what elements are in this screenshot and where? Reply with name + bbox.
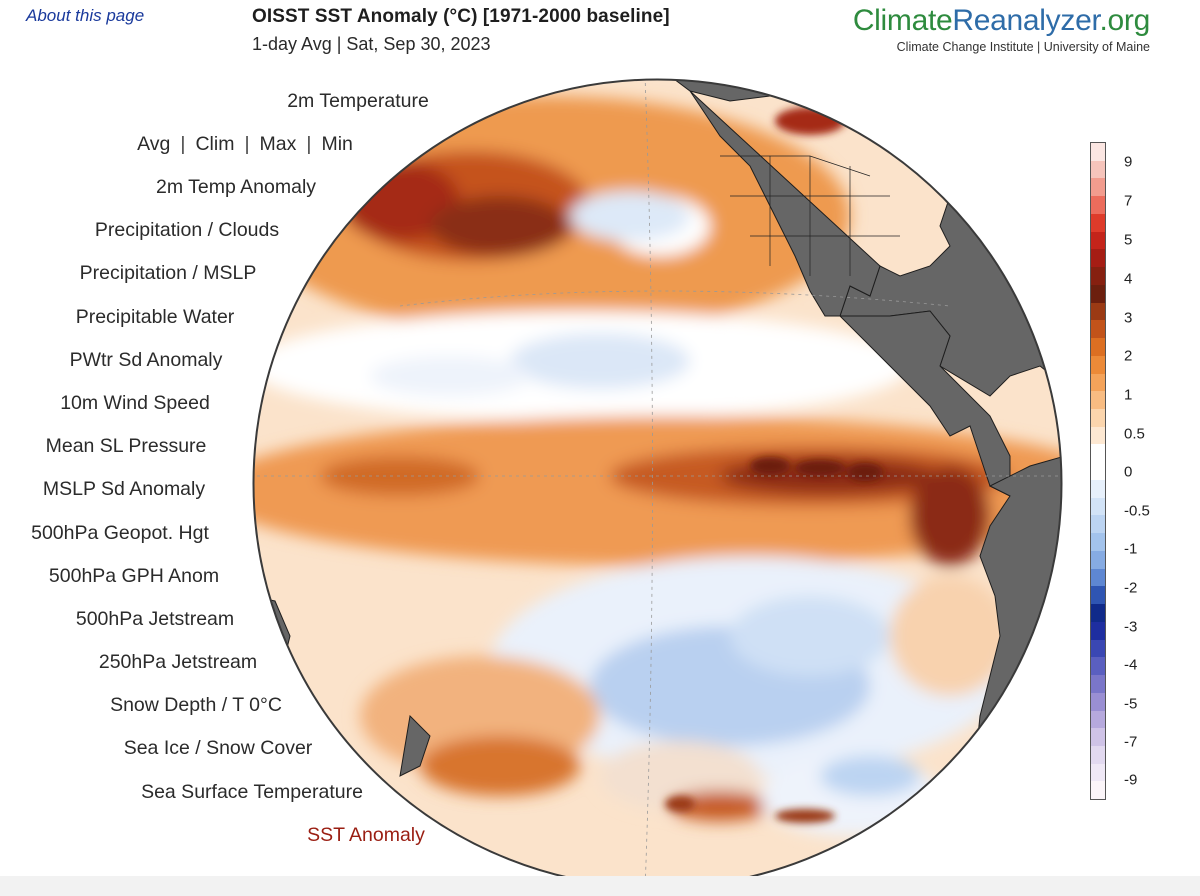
separator: |: [180, 133, 186, 155]
menu-item-500hpa-gph-anom[interactable]: 500hPa GPH Anom: [48, 565, 220, 587]
option-min[interactable]: Min: [321, 133, 353, 155]
about-page-link[interactable]: About this page: [26, 6, 145, 25]
color-swatch: [1091, 426, 1105, 445]
option-avg[interactable]: Avg: [137, 133, 171, 155]
menu-item-sea-surface-temp[interactable]: Sea Surface Temperature: [141, 781, 363, 803]
tick-label: 0: [1124, 463, 1133, 481]
option-clim[interactable]: Clim: [195, 133, 235, 155]
color-swatch: [1091, 728, 1105, 746]
color-swatch: [1091, 373, 1105, 392]
separator: |: [244, 133, 250, 155]
menu-item-500hpa-jetstream[interactable]: 500hPa Jetstream: [75, 608, 235, 630]
color-swatch: [1091, 497, 1105, 516]
color-swatch: [1091, 781, 1105, 800]
tick-label: -7: [1124, 733, 1138, 751]
tick-label: 2: [1124, 347, 1133, 365]
menu-item-pwtr-sd-anomaly[interactable]: PWtr Sd Anomaly: [69, 349, 223, 371]
color-swatch: [1091, 355, 1105, 374]
separator: |: [306, 133, 312, 155]
tick-label: 1: [1124, 386, 1133, 404]
color-swatch: [1091, 249, 1105, 268]
color-swatch: [1091, 160, 1105, 179]
option-max[interactable]: Max: [259, 133, 297, 155]
color-swatch: [1091, 143, 1105, 161]
tick-label: -5: [1124, 695, 1138, 713]
menu-item-mean-sl-pressure[interactable]: Mean SL Pressure: [45, 435, 207, 457]
tick-label: -3: [1124, 618, 1138, 636]
menu-item-precip-clouds[interactable]: Precipitation / Clouds: [94, 219, 280, 241]
color-swatch: [1091, 267, 1105, 285]
tick-label: -9: [1124, 771, 1138, 789]
color-swatch: [1091, 568, 1105, 587]
color-swatch: [1091, 657, 1105, 676]
brand-name: ClimateReanalyzer.org: [852, 4, 1150, 37]
color-swatch: [1091, 196, 1105, 214]
tick-label: -2: [1124, 579, 1138, 597]
tick-label: -1: [1124, 540, 1138, 558]
color-swatch: [1091, 284, 1105, 303]
menu-item-precip-mslp[interactable]: Precipitation / MSLP: [79, 262, 257, 284]
menu-item-mslp-sd-anomaly[interactable]: MSLP Sd Anomaly: [42, 478, 206, 500]
temp-stat-options: Avg | Clim | Max | Min: [137, 133, 353, 156]
tick-label: 0.5: [1124, 425, 1145, 443]
color-swatch: [1091, 178, 1105, 197]
tick-label: 9: [1124, 153, 1133, 171]
menu-item-10m-wind-speed[interactable]: 10m Wind Speed: [60, 392, 210, 414]
tick-label: -0.5: [1124, 502, 1150, 520]
color-scale-legend: 9 7 5 4 3 2 1 0.5 0 -0.5 -1 -2 -3 -4 -5 …: [1090, 142, 1160, 802]
menu-item-2m-temp-anomaly[interactable]: 2m Temp Anomaly: [155, 176, 317, 198]
sst-anomaly-globe-map[interactable]: [250, 76, 1065, 891]
color-scale-bar: [1090, 142, 1106, 800]
menu-item-sea-ice-snow[interactable]: Sea Ice / Snow Cover: [123, 737, 313, 759]
tick-label: 4: [1124, 270, 1133, 288]
color-swatch: [1091, 763, 1105, 782]
color-swatch: [1091, 231, 1105, 250]
color-swatch: [1091, 391, 1105, 410]
color-swatch: [1091, 675, 1105, 693]
menu-item-sst-anomaly[interactable]: SST Anomaly: [307, 824, 425, 846]
color-swatch: [1091, 533, 1105, 551]
color-swatch: [1091, 692, 1105, 711]
color-swatch: [1091, 444, 1105, 463]
brand-affiliation: Climate Change Institute | University of…: [896, 40, 1150, 54]
menu-item-snow-depth[interactable]: Snow Depth / T 0°C: [110, 694, 282, 716]
menu-item-precipitable-water[interactable]: Precipitable Water: [75, 306, 235, 328]
variable-menu: 2m Temperature Avg | Clim | Max | Min 2m Temp …: [0, 0, 460, 896]
map-title: OISST SST Anomaly (°C) [1971-2000 baseli…: [252, 6, 670, 27]
color-swatch: [1091, 586, 1105, 605]
color-swatch: [1091, 462, 1105, 480]
color-swatch: [1091, 409, 1105, 427]
color-swatch: [1091, 302, 1105, 321]
tick-label: 5: [1124, 231, 1133, 249]
map-subtitle: 1-day Avg | Sat, Sep 30, 2023: [252, 34, 491, 54]
color-swatch: [1091, 745, 1105, 764]
color-swatch: [1091, 621, 1105, 640]
bottom-strip: [0, 876, 1200, 896]
tick-label: -4: [1124, 656, 1138, 674]
color-swatch: [1091, 213, 1105, 232]
color-swatch: [1091, 479, 1105, 498]
map-header: OISST SST Anomaly (°C) [1971-2000 baseli…: [252, 6, 670, 55]
menu-item-500hpa-geopot[interactable]: 500hPa Geopot. Hgt: [31, 522, 209, 544]
color-swatch: [1091, 604, 1105, 622]
color-swatch: [1091, 320, 1105, 339]
tick-label: 7: [1124, 192, 1133, 210]
menu-item-2m-temperature[interactable]: 2m Temperature: [287, 90, 429, 112]
color-swatch: [1091, 639, 1105, 658]
color-swatch: [1091, 515, 1105, 534]
color-swatch: [1091, 710, 1105, 729]
color-swatch: [1091, 338, 1105, 356]
tick-label: 3: [1124, 309, 1133, 327]
menu-item-250hpa-jetstream[interactable]: 250hPa Jetstream: [98, 651, 258, 673]
brand-logo[interactable]: ClimateReanalyzer.org Climate Change Ins…: [853, 4, 1150, 54]
color-swatch: [1091, 550, 1105, 569]
